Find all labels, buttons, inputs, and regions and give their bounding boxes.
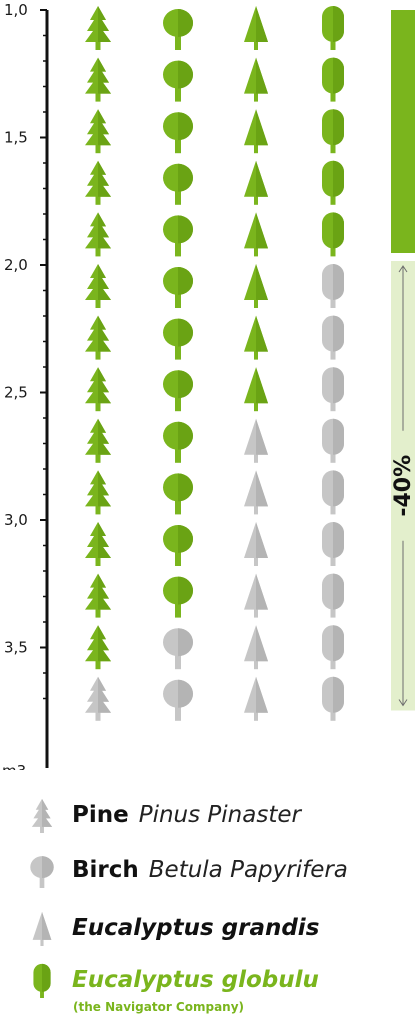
y-tick-label: 3,0 xyxy=(4,511,28,529)
y-tick-label: 2,0 xyxy=(4,256,28,274)
fir-tree-icon xyxy=(85,6,111,50)
narrow-tree-icon xyxy=(244,6,268,50)
narrow-tree-icon xyxy=(244,264,268,308)
oval-tree-icon xyxy=(322,625,344,670)
narrow-tree-icon xyxy=(244,418,268,463)
narrow-tree-icon xyxy=(244,57,268,102)
oval-tree-icon xyxy=(322,522,344,566)
fir-tree-icon xyxy=(85,367,111,412)
narrow-tree-icon xyxy=(244,522,268,566)
oval-tree-icon xyxy=(322,212,344,257)
fir-tree-icon xyxy=(85,315,111,360)
narrow-tree-icon xyxy=(244,315,268,360)
fir-tree-icon xyxy=(85,109,111,154)
legend-note: (the Navigator Company) xyxy=(73,1000,245,1014)
reduction-label: -40% xyxy=(391,455,416,517)
oval-tree-icon xyxy=(322,6,344,50)
fir-tree-icon xyxy=(31,798,53,833)
oval-tree-icon xyxy=(322,315,344,360)
round-tree-icon xyxy=(163,267,193,308)
round-tree-icon xyxy=(163,679,193,721)
narrow-tree-icon xyxy=(32,911,52,946)
fir-tree-icon xyxy=(85,418,111,463)
narrow-tree-icon xyxy=(244,367,268,412)
oval-tree-icon xyxy=(322,367,344,412)
legend-name: Eucalyptus globulu xyxy=(72,967,319,993)
legend-scientific-name: Betula Papyrifera xyxy=(148,857,348,883)
arrow-down-icon xyxy=(398,699,408,707)
round-tree-icon xyxy=(163,215,193,257)
narrow-tree-icon xyxy=(244,573,268,618)
fir-tree-icon xyxy=(85,212,111,257)
oval-tree-icon xyxy=(322,470,344,515)
narrow-tree-icon xyxy=(244,470,268,515)
y-tick-label: 2,5 xyxy=(4,384,28,402)
fir-tree-icon xyxy=(85,625,111,670)
y-axis-unit: m3 xyxy=(2,762,26,770)
round-tree-icon xyxy=(163,525,193,566)
fir-tree-icon xyxy=(85,264,111,308)
narrow-tree-icon xyxy=(244,109,268,154)
round-tree-icon xyxy=(163,318,193,360)
legend-item-birch: Birch Betula Papyrifera xyxy=(30,850,348,890)
narrow-tree-icon xyxy=(244,160,268,205)
narrow-tree-icon xyxy=(244,212,268,257)
oval-tree-icon xyxy=(322,573,344,618)
oval-tree-icon xyxy=(322,264,344,308)
arrow-up-icon xyxy=(398,265,408,273)
legend-item-eucalyptus-globulu: Eucalyptus globulu xyxy=(30,960,319,1000)
legend-item-eucalyptus-grandis: Eucalyptus grandis xyxy=(30,908,319,948)
legend-name: Birch xyxy=(72,857,139,883)
legend-scientific-name: Pinus Pinaster xyxy=(138,802,301,828)
oval-tree-icon xyxy=(33,963,51,998)
fir-tree-icon xyxy=(85,160,111,205)
round-tree-icon xyxy=(163,576,193,618)
pictogram-chart: 1,0 1,5 2,0 2,5 3,0 3,5 m3 -40% xyxy=(2,1,416,770)
oval-tree-icon xyxy=(322,418,344,463)
fir-tree-icon xyxy=(85,676,111,721)
fir-tree-icon xyxy=(85,573,111,618)
oval-tree-icon xyxy=(322,57,344,102)
round-tree-icon xyxy=(163,628,193,670)
y-tick-label: 3,5 xyxy=(4,639,28,657)
oval-tree-icon xyxy=(322,676,344,721)
y-tick-label: 1,0 xyxy=(4,1,28,19)
round-tree-icon xyxy=(163,112,193,154)
narrow-tree-icon xyxy=(244,676,268,721)
baseline-bar xyxy=(391,10,415,253)
narrow-tree-icon xyxy=(244,625,268,670)
fir-tree-icon xyxy=(85,522,111,566)
round-tree-icon xyxy=(30,856,54,888)
round-tree-icon xyxy=(163,9,193,50)
round-tree-icon xyxy=(163,421,193,463)
round-tree-icon xyxy=(163,163,193,205)
oval-tree-icon xyxy=(322,109,344,154)
legend-name: Pine xyxy=(72,802,129,828)
round-tree-icon xyxy=(163,370,193,412)
y-tick-label: 1,5 xyxy=(4,129,28,147)
legend-name: Eucalyptus grandis xyxy=(72,915,320,941)
legend-item-pine: Pine Pinus Pinaster xyxy=(30,795,301,835)
fir-tree-icon xyxy=(85,470,111,515)
oval-tree-icon xyxy=(322,160,344,205)
round-tree-icon xyxy=(163,473,193,515)
fir-tree-icon xyxy=(85,57,111,102)
round-tree-icon xyxy=(163,60,193,102)
